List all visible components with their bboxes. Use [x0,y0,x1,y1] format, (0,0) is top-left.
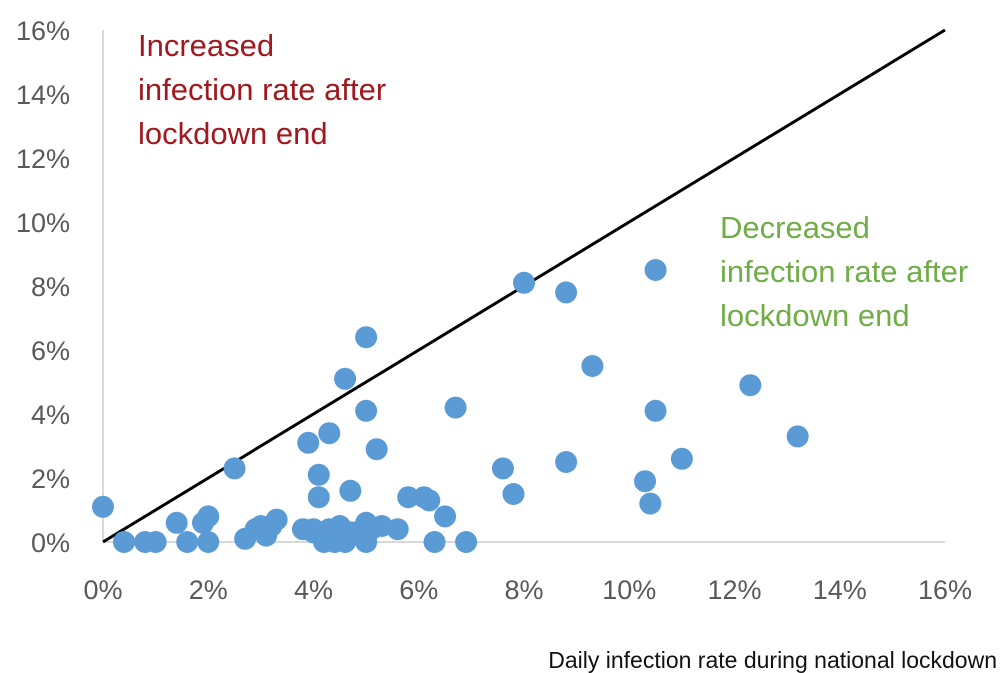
y-tick-labels: 0% 2% 4% 6% 8% 10% 12% 14% 16% [16,16,70,558]
data-point [786,425,809,448]
data-point [339,479,362,502]
data-point [397,486,420,509]
annotation-line: lockdown end [138,116,328,151]
x-tick-label: 10% [602,575,656,605]
data-point [92,495,114,518]
data-point [739,374,762,397]
x-tick-label: 4% [294,575,333,605]
x-tick-labels: 0% 2% 4% 6% 8% 10% 12% 14% 16% [83,575,972,605]
x-axis-label: Daily infection rate during national loc… [548,647,997,673]
data-point [223,457,246,480]
x-tick-label: 12% [707,575,761,605]
y-tick-label: 8% [31,272,70,302]
data-point [386,518,409,541]
data-point [297,431,320,454]
annotation-increased: Increased infection rate after lockdown en… [138,28,386,151]
data-point [355,326,378,349]
data-point [307,486,330,509]
data-point [555,451,578,473]
x-tick-label: 0% [83,575,122,605]
data-point [423,531,446,553]
data-point [581,355,604,377]
y-tick-label: 0% [31,528,70,558]
y-tick-label: 14% [16,80,70,110]
data-point [455,531,478,553]
data-point [644,399,667,422]
y-tick-label: 6% [31,336,70,366]
data-point [318,422,341,445]
data-point [491,457,514,480]
data-point [113,531,136,553]
data-point [265,508,288,531]
data-point [513,271,535,294]
data-point [176,531,199,553]
x-tick-label: 6% [399,575,438,605]
annotation-decreased: Decreased infection rate after lockdown en… [720,210,968,333]
annotation-line: Decreased [720,210,870,245]
annotation-line: infection rate after [138,72,386,107]
data-points [92,259,809,553]
data-point [165,511,188,534]
data-point [502,483,525,505]
annotation-line: Increased [138,28,274,63]
y-tick-label: 10% [16,208,70,238]
x-tick-label: 2% [189,575,228,605]
annotation-line: infection rate after [720,254,968,289]
x-tick-label: 14% [813,575,867,605]
data-point [334,367,357,390]
data-point [197,505,220,528]
data-point [418,489,441,512]
y-tick-label: 4% [31,400,70,430]
data-point [434,505,457,528]
data-point [307,463,330,486]
data-point [197,531,220,553]
data-point [670,447,693,470]
data-point [365,438,388,461]
data-point [355,399,378,422]
x-tick-label: 16% [918,575,972,605]
y-tick-label: 12% [16,144,70,174]
annotation-line: lockdown end [720,298,910,333]
x-tick-label: 8% [504,575,543,605]
y-tick-label: 2% [31,464,70,494]
data-point [644,259,667,281]
data-point [634,470,657,493]
y-tick-label: 16% [16,16,70,46]
data-point [444,396,467,419]
data-point [144,531,167,553]
data-point [555,281,578,304]
data-point [639,492,662,515]
